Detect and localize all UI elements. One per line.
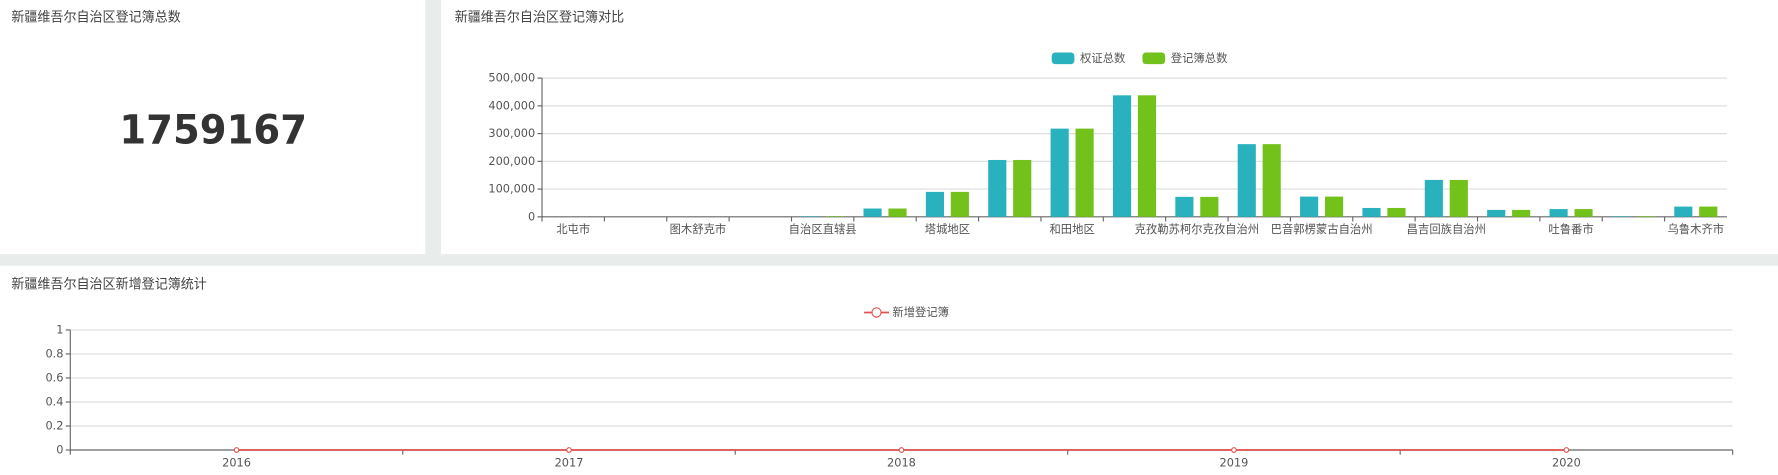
- point: [566, 447, 572, 453]
- bar: [1137, 95, 1157, 217]
- x-tick-label: 自治区直辖县: [789, 222, 857, 236]
- legend-label: 权证总数: [1080, 51, 1126, 65]
- x-tick-label: 塔城地区: [925, 222, 970, 236]
- x-tick-label: 乌鲁木齐市: [1667, 222, 1724, 236]
- panel-title: 新疆维吾尔自治区新增登记簿统计: [11, 276, 207, 292]
- total-value: 1759167: [119, 108, 307, 154]
- bar: [1262, 144, 1281, 217]
- bar: [1611, 216, 1631, 217]
- bar: [925, 191, 944, 217]
- y-tick-label: 400,000: [488, 98, 535, 112]
- bar: [1449, 179, 1468, 217]
- bar: [1362, 207, 1381, 217]
- legend-label: 新增登记簿: [892, 305, 949, 319]
- point: [898, 447, 905, 453]
- point: [1563, 447, 1570, 453]
- x-tick-label: 2016: [222, 455, 251, 469]
- bar: [1636, 216, 1655, 217]
- legend-swatch: [871, 307, 882, 318]
- bar: [1674, 206, 1693, 217]
- legend-swatch: [1051, 52, 1075, 65]
- x-tick-label: 2019: [1220, 455, 1249, 469]
- y-tick-label: 1: [56, 322, 63, 336]
- x-tick-label: 克孜勒苏柯尔克孜自治州: [1135, 222, 1260, 236]
- x-tick-label: 昌吉回族自治州: [1407, 222, 1486, 236]
- x-tick-label: 和田地区: [1049, 222, 1094, 236]
- bar: [826, 216, 845, 217]
- bar: [1200, 196, 1219, 217]
- x-tick-label: 2020: [1552, 455, 1581, 469]
- bar: [1300, 196, 1319, 217]
- y-tick-label: 300,000: [488, 126, 535, 140]
- panel-title: 新疆维吾尔自治区登记簿对比: [455, 9, 624, 25]
- bar: [1487, 209, 1506, 217]
- point: [1231, 447, 1237, 453]
- y-tick-label: 0: [56, 442, 63, 456]
- bar: [950, 191, 969, 217]
- y-tick-label: 0: [528, 209, 535, 223]
- bar: [801, 216, 820, 217]
- bar: [1112, 95, 1132, 217]
- x-tick-label: 2017: [555, 455, 584, 469]
- x-tick-label: 图木舒克市: [670, 222, 727, 236]
- bar: [1050, 128, 1069, 217]
- legend-swatch: [1142, 52, 1166, 65]
- x-tick-label: 北屯市: [556, 222, 590, 236]
- y-tick-label: 100,000: [488, 181, 535, 195]
- y-tick-label: 0.2: [45, 418, 63, 432]
- y-tick-label: 200,000: [488, 154, 535, 168]
- x-tick-label: 吐鲁番市: [1548, 222, 1593, 236]
- y-tick-label: 0.4: [45, 394, 63, 408]
- bar: [1013, 159, 1032, 217]
- bar: [1075, 128, 1094, 217]
- x-tick-label: 2018: [887, 455, 916, 469]
- bar: [1387, 207, 1406, 217]
- bar: [1549, 209, 1568, 217]
- point: [233, 447, 240, 453]
- bar: [1512, 209, 1531, 217]
- bar: [1175, 196, 1194, 217]
- panel-title: 新疆维吾尔自治区登记簿总数: [11, 9, 180, 25]
- bar: [888, 208, 907, 217]
- panel: [0, 265, 1778, 471]
- bar: [1324, 196, 1344, 217]
- panel: [0, 0, 426, 255]
- bar: [1424, 179, 1443, 217]
- y-tick-label: 0.8: [45, 346, 63, 360]
- y-tick-label: 500,000: [488, 71, 535, 85]
- bar: [988, 159, 1007, 217]
- bar: [1237, 144, 1256, 217]
- bar: [863, 208, 882, 217]
- y-tick-label: 0.6: [45, 370, 63, 384]
- x-tick-label: 巴音郭楞蒙古自治州: [1271, 222, 1373, 236]
- bar: [1699, 206, 1718, 217]
- bar: [1574, 209, 1593, 217]
- legend-label: 登记簿总数: [1171, 51, 1228, 65]
